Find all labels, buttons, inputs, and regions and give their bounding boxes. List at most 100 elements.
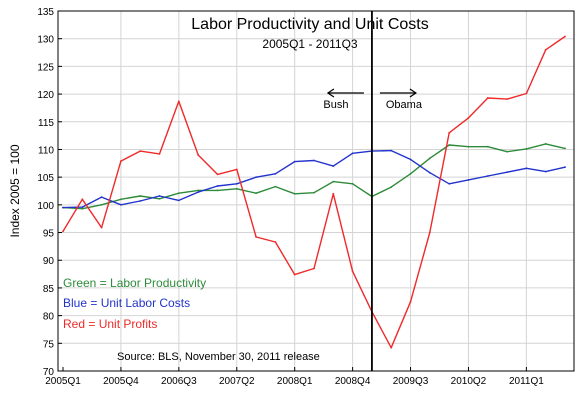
point-red-2007Q2 <box>235 168 238 171</box>
point-blue-2010Q2 <box>467 179 470 181</box>
point-blue-2007Q1 <box>216 185 219 187</box>
point-red-2009Q4 <box>428 231 431 234</box>
point-blue-2008Q1 <box>293 160 296 163</box>
y-tick-label-85: 85 <box>43 284 55 295</box>
point-red-2006Q3 <box>177 100 180 103</box>
x-tick-label-2008Q4: 2008Q4 <box>335 376 371 387</box>
point-red-2007Q1 <box>216 173 219 176</box>
point-blue-2005Q4 <box>120 203 122 206</box>
point-green-2008Q1 <box>293 192 296 195</box>
point-red-2008Q1 <box>293 273 296 276</box>
x-tick-label-2007Q2: 2007Q2 <box>219 376 255 387</box>
point-green-2010Q1 <box>448 144 451 146</box>
x-tick-label-2005Q4: 2005Q4 <box>103 376 139 387</box>
point-blue-2005Q1 <box>62 206 64 209</box>
y-tick-label-75: 75 <box>43 339 55 350</box>
point-red-2010Q1 <box>448 131 451 134</box>
point-red-2011Q1 <box>525 92 528 95</box>
point-red-2008Q2 <box>313 267 315 270</box>
x-tick-label-2006Q3: 2006Q3 <box>161 376 197 387</box>
point-green-2009Q2 <box>390 186 393 189</box>
point-blue-2006Q4 <box>197 191 200 194</box>
point-blue-2010Q3 <box>486 175 489 177</box>
label-bush: Bush <box>323 99 348 111</box>
bush-obama-divider: Bush Obama <box>323 11 423 371</box>
point-red-2011Q2 <box>544 48 547 51</box>
point-green-2008Q4 <box>351 182 354 185</box>
y-tick-label-120: 120 <box>37 90 54 101</box>
point-red-2006Q2 <box>158 153 161 155</box>
point-blue-2010Q4 <box>506 171 508 174</box>
point-red-2005Q3 <box>100 226 103 229</box>
point-blue-2006Q2 <box>158 195 161 197</box>
point-red-2010Q4 <box>506 98 508 100</box>
point-green-2005Q4 <box>120 198 122 201</box>
x-axis: 2005Q1 2005Q4 2006Q3 2007Q2 2008Q1 2008Q4 2009… <box>45 367 544 387</box>
y-tick-label-90: 90 <box>43 256 55 267</box>
source-note: Source: BLS, November 30, 2011 release <box>117 351 320 363</box>
legend-blue: Blue = Unit Labor Costs <box>63 296 190 310</box>
legend-red: Red = Unit Profits <box>63 317 157 331</box>
point-red-2008Q4 <box>351 270 354 273</box>
point-blue-2010Q1 <box>448 182 451 185</box>
point-green-2008Q3 <box>332 180 335 183</box>
y-axis-label: Index 2005 = 100 <box>8 144 22 237</box>
point-blue-2007Q3 <box>255 176 257 179</box>
point-red-2005Q2 <box>81 198 84 201</box>
point-blue-2006Q3 <box>177 199 180 202</box>
point-blue-2007Q4 <box>274 172 277 175</box>
grid <box>58 11 574 371</box>
point-blue-2011Q1 <box>525 167 528 170</box>
x-tick-label-2005Q1: 2005Q1 <box>45 376 81 387</box>
y-tick-label-115: 115 <box>38 118 54 129</box>
point-green-2006Q2 <box>158 197 161 200</box>
y-tick-label-125: 125 <box>37 62 54 73</box>
point-green-2010Q4 <box>506 150 508 153</box>
point-red-2005Q4 <box>120 160 122 163</box>
chart-title: Labor Productivity and Unit Costs <box>191 16 428 33</box>
arrow-left-head-icon <box>326 88 335 98</box>
point-red-2006Q4 <box>197 154 200 156</box>
point-green-2009Q4 <box>428 157 431 160</box>
y-tick-label-110: 110 <box>38 145 54 156</box>
x-tick-label-2010Q2: 2010Q2 <box>451 376 487 387</box>
point-blue-2009Q2 <box>390 149 393 152</box>
point-blue-2005Q3 <box>100 196 103 199</box>
y-tick-label-135: 135 <box>37 7 54 18</box>
y-axis: 70 75 80 85 90 95 100 105 110 115 120 125 130 135 <box>37 7 62 378</box>
point-green-2009Q3 <box>409 172 412 175</box>
series-lines <box>62 35 566 349</box>
point-red-2007Q3 <box>255 236 257 238</box>
point-green-2008Q2 <box>313 191 315 194</box>
point-red-2011Q3 <box>564 35 566 38</box>
point-green-2007Q4 <box>274 185 277 188</box>
point-red-2006Q1 <box>139 150 142 153</box>
x-tick-label-2008Q1: 2008Q1 <box>277 376 313 387</box>
point-blue-2009Q3 <box>409 158 412 161</box>
point-blue-2008Q2 <box>313 159 315 162</box>
point-green-2005Q2 <box>81 207 84 210</box>
y-tick-label-100: 100 <box>37 201 54 212</box>
point-green-2007Q2 <box>235 187 238 190</box>
point-green-2007Q1 <box>216 189 219 192</box>
point-blue-2007Q2 <box>235 182 238 185</box>
arrow-right-head-icon <box>409 88 418 98</box>
y-tick-label-130: 130 <box>37 35 54 46</box>
point-green-2010Q3 <box>486 145 489 148</box>
y-tick-label-105: 105 <box>37 173 54 184</box>
point-green-2011Q2 <box>544 143 547 145</box>
chart-subtitle: 2005Q1 - 2011Q3 <box>262 37 358 51</box>
point-blue-2005Q2 <box>81 206 84 209</box>
point-red-2010Q2 <box>467 117 470 119</box>
point-green-2011Q1 <box>525 148 528 150</box>
point-red-2007Q4 <box>274 241 277 243</box>
point-green-2007Q3 <box>255 192 257 195</box>
point-blue-2009Q4 <box>428 171 431 174</box>
point-green-2005Q3 <box>100 203 103 206</box>
point-blue-2008Q4 <box>351 152 354 155</box>
y-tick-label-80: 80 <box>43 312 55 323</box>
point-green-2006Q3 <box>177 192 180 195</box>
point-blue-2011Q2 <box>544 170 547 173</box>
legend-green: Green = Labor Productivity <box>63 276 206 290</box>
